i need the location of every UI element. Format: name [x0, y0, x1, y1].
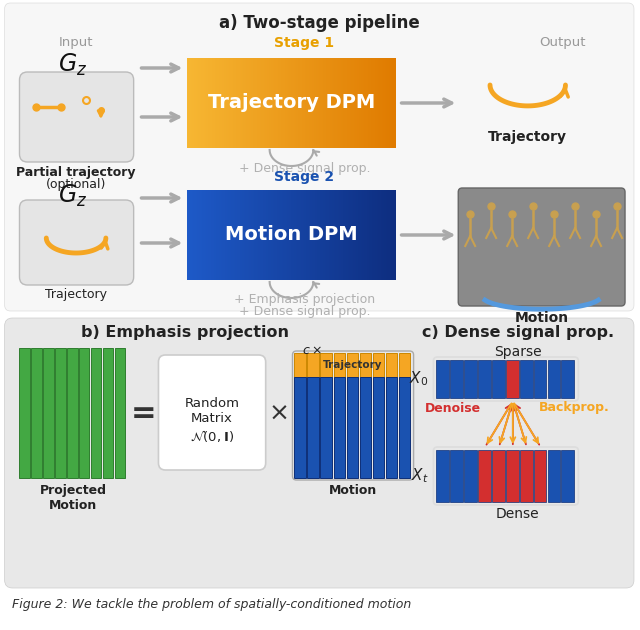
- Text: Figure 2: We tackle the problem of spatially-conditioned motion: Figure 2: We tackle the problem of spati…: [12, 598, 411, 611]
- Text: $c\times$: $c\times$: [303, 344, 323, 357]
- Bar: [451, 450, 463, 502]
- Bar: [294, 353, 306, 377]
- Bar: [492, 450, 505, 502]
- Text: $G_z$: $G_z$: [58, 52, 88, 78]
- FancyBboxPatch shape: [19, 200, 134, 285]
- FancyBboxPatch shape: [4, 3, 634, 311]
- Text: (optional): (optional): [46, 178, 106, 191]
- Bar: [321, 377, 332, 478]
- Text: Dense: Dense: [496, 507, 540, 521]
- Bar: [548, 360, 560, 398]
- Bar: [307, 377, 319, 478]
- Bar: [399, 377, 410, 478]
- Bar: [372, 353, 384, 377]
- Bar: [385, 377, 397, 478]
- Bar: [464, 450, 477, 502]
- Bar: [333, 353, 345, 377]
- FancyBboxPatch shape: [4, 318, 634, 588]
- Text: + Dense signal prop.: + Dense signal prop.: [239, 162, 370, 175]
- Bar: [561, 450, 574, 502]
- Text: Stage 2: Stage 2: [275, 170, 335, 184]
- Bar: [506, 360, 518, 398]
- Text: b) Emphasis projection: b) Emphasis projection: [81, 325, 289, 340]
- Bar: [534, 450, 547, 502]
- Bar: [360, 353, 371, 377]
- Bar: [478, 450, 491, 502]
- Bar: [561, 360, 574, 398]
- Bar: [103, 348, 113, 478]
- Bar: [19, 348, 30, 478]
- Text: $G_z$: $G_z$: [58, 183, 88, 209]
- Bar: [91, 348, 101, 478]
- Bar: [385, 353, 397, 377]
- Text: Motion DPM: Motion DPM: [225, 226, 358, 244]
- Bar: [436, 450, 449, 502]
- Text: Trajectory: Trajectory: [488, 130, 567, 144]
- Text: + Dense signal prop.: + Dense signal prop.: [239, 305, 370, 318]
- Text: Motion: Motion: [329, 484, 377, 497]
- Bar: [506, 450, 518, 502]
- Bar: [492, 360, 505, 398]
- Text: Projected
Motion: Projected Motion: [40, 484, 107, 512]
- Bar: [436, 360, 449, 398]
- Text: a) Two-stage pipeline: a) Two-stage pipeline: [219, 14, 420, 32]
- Bar: [31, 348, 42, 478]
- Bar: [307, 353, 319, 377]
- Bar: [548, 450, 560, 502]
- Text: Sparse: Sparse: [494, 345, 541, 359]
- Text: Trajectory: Trajectory: [323, 360, 383, 370]
- Bar: [478, 360, 491, 398]
- Bar: [534, 360, 547, 398]
- Text: Trajectory: Trajectory: [45, 288, 107, 301]
- Text: Backprop.: Backprop.: [539, 401, 610, 415]
- Text: $\mathcal{N}(0, \mathbf{I})$: $\mathcal{N}(0, \mathbf{I})$: [190, 428, 234, 444]
- Bar: [360, 377, 371, 478]
- FancyBboxPatch shape: [159, 355, 266, 470]
- Bar: [294, 377, 306, 478]
- Text: Trajectory DPM: Trajectory DPM: [208, 93, 375, 113]
- Text: Partial trajectory: Partial trajectory: [17, 166, 136, 179]
- Text: Input: Input: [59, 36, 93, 49]
- Text: =: =: [131, 399, 156, 428]
- Text: + Emphasis projection: + Emphasis projection: [234, 293, 375, 306]
- Bar: [520, 450, 532, 502]
- Text: $X_0$: $X_0$: [409, 370, 428, 388]
- Bar: [399, 353, 410, 377]
- Bar: [67, 348, 77, 478]
- Bar: [79, 348, 90, 478]
- Text: Motion: Motion: [515, 311, 569, 325]
- Bar: [520, 360, 532, 398]
- Bar: [55, 348, 66, 478]
- Bar: [451, 360, 463, 398]
- Bar: [346, 377, 358, 478]
- Text: c) Dense signal prop.: c) Dense signal prop.: [422, 325, 614, 340]
- Bar: [333, 377, 345, 478]
- FancyBboxPatch shape: [19, 72, 134, 162]
- Text: Denoise: Denoise: [425, 401, 481, 415]
- FancyBboxPatch shape: [458, 188, 625, 306]
- Text: $\times$: $\times$: [268, 401, 287, 425]
- Text: Random
Matrix: Random Matrix: [184, 397, 239, 425]
- Text: Stage 1: Stage 1: [275, 36, 335, 50]
- Bar: [372, 377, 384, 478]
- Text: $X_t$: $X_t$: [411, 467, 428, 485]
- Bar: [115, 348, 125, 478]
- Bar: [346, 353, 358, 377]
- Bar: [44, 348, 54, 478]
- Bar: [464, 360, 477, 398]
- Bar: [321, 353, 332, 377]
- Text: Output: Output: [540, 36, 586, 49]
